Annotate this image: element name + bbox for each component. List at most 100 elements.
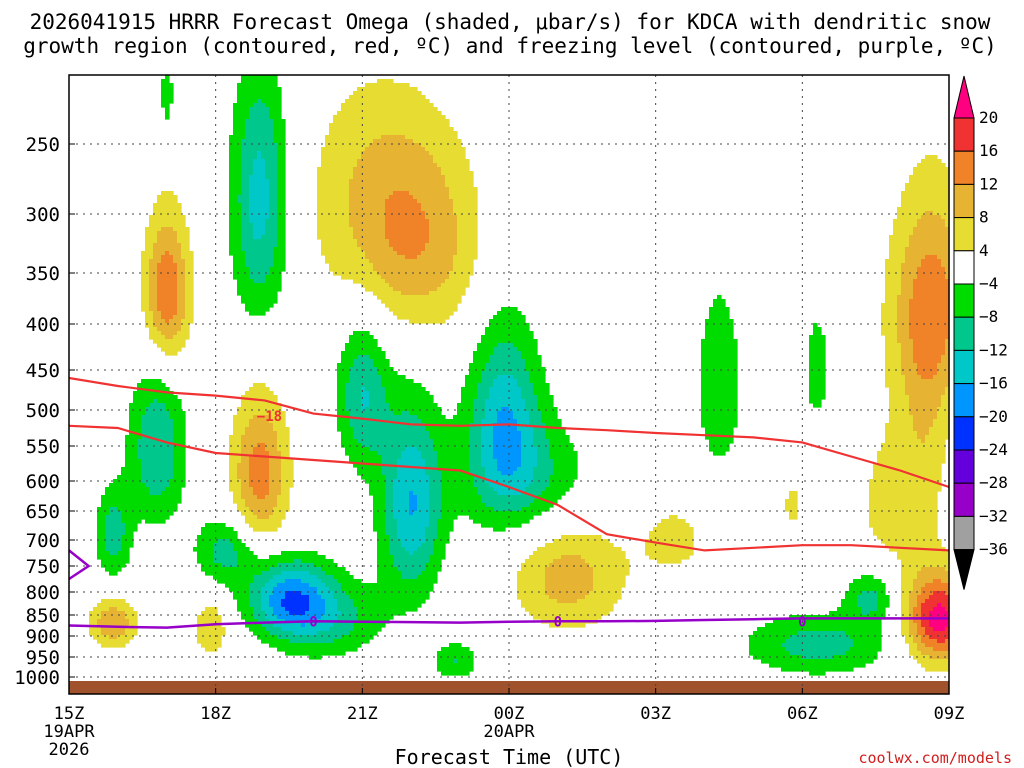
- omega-cell: [717, 319, 722, 324]
- omega-cell: [269, 207, 274, 212]
- omega-cell: [449, 167, 454, 172]
- omega-cell: [721, 383, 726, 388]
- omega-cell: [941, 219, 946, 224]
- omega-cell: [273, 267, 278, 272]
- omega-cell: [165, 283, 170, 288]
- omega-cell: [429, 135, 434, 140]
- omega-cell: [437, 179, 442, 184]
- omega-cell: [149, 283, 154, 288]
- omega-cell: [145, 395, 150, 400]
- omega-cell: [365, 183, 370, 188]
- omega-cell: [925, 363, 930, 368]
- omega-cell: [929, 315, 934, 320]
- omega-cell: [465, 207, 470, 212]
- omega-cell: [525, 343, 530, 348]
- omega-cell: [433, 275, 438, 280]
- omega-cell: [445, 147, 450, 152]
- omega-cell: [517, 319, 522, 324]
- omega-cell: [373, 147, 378, 152]
- omega-cell: [937, 259, 942, 264]
- omega-cell: [929, 363, 934, 368]
- omega-cell: [425, 179, 430, 184]
- omega-cell: [153, 247, 158, 252]
- omega-cell: [265, 131, 270, 136]
- omega-cell: [709, 327, 714, 332]
- omega-cell: [141, 383, 146, 388]
- omega-cell: [173, 247, 178, 252]
- omega-cell: [381, 251, 386, 256]
- omega-cell: [405, 115, 410, 120]
- omega-cell: [417, 267, 422, 272]
- omega-cell: [401, 215, 406, 220]
- omega-cell: [377, 231, 382, 236]
- omega-cell: [401, 267, 406, 272]
- omega-cell: [369, 335, 374, 340]
- omega-cell: [937, 159, 942, 164]
- omega-cell: [461, 235, 466, 240]
- omega-cell: [353, 175, 358, 180]
- omega-cell: [905, 275, 910, 280]
- omega-cell: [357, 279, 362, 284]
- omega-cell: [361, 183, 366, 188]
- omega-cell: [341, 103, 346, 108]
- omega-cell: [245, 123, 250, 128]
- omega-cell: [349, 211, 354, 216]
- omega-cell: [925, 227, 930, 232]
- omega-cell: [345, 259, 350, 264]
- omega-cell: [721, 323, 726, 328]
- omega-cell: [933, 319, 938, 324]
- omega-cell: [365, 191, 370, 196]
- omega-cell: [265, 303, 270, 308]
- omega-cell: [729, 351, 734, 356]
- omega-cell: [905, 243, 910, 248]
- omega-cell: [905, 291, 910, 296]
- omega-cell: [813, 359, 818, 364]
- omega-cell: [893, 399, 898, 404]
- omega-cell: [269, 135, 274, 140]
- omega-cell: [717, 363, 722, 368]
- omega-cell: [717, 359, 722, 364]
- omega-cell: [353, 91, 358, 96]
- omega-cell: [513, 343, 518, 348]
- omega-cell: [277, 175, 282, 180]
- omega-cell: [813, 383, 818, 388]
- omega-cell: [265, 159, 270, 164]
- omega-cell: [425, 103, 430, 108]
- omega-cell: [245, 159, 250, 164]
- omega-cell: [445, 123, 450, 128]
- omega-cell: [817, 363, 822, 368]
- omega-cell: [933, 227, 938, 232]
- omega-cell: [241, 167, 246, 172]
- omega-cell: [817, 387, 822, 392]
- omega-cell: [733, 339, 738, 344]
- omega-cell: [181, 255, 186, 260]
- omega-cell: [517, 331, 522, 336]
- omega-cell: [457, 239, 462, 244]
- omega-cell: [925, 351, 930, 356]
- omega-cell: [929, 391, 934, 396]
- omega-cell: [233, 207, 238, 212]
- omega-cell: [269, 111, 274, 116]
- omega-cell: [729, 371, 734, 376]
- omega-cell: [721, 367, 726, 372]
- omega-cell: [429, 155, 434, 160]
- omega-cell: [377, 359, 382, 364]
- omega-cell: [429, 167, 434, 172]
- omega-cell: [405, 87, 410, 92]
- omega-cell: [185, 323, 190, 328]
- omega-cell: [261, 111, 266, 116]
- omega-cell: [173, 351, 178, 356]
- omega-cell: [901, 239, 906, 244]
- omega-cell: [369, 387, 374, 392]
- omega-cell: [245, 255, 250, 260]
- omega-cell: [937, 383, 942, 388]
- omega-cell: [425, 175, 430, 180]
- omega-cell: [409, 215, 414, 220]
- omega-cell: [349, 247, 354, 252]
- omega-cell: [141, 391, 146, 396]
- omega-cell: [245, 107, 250, 112]
- omega-cell: [913, 223, 918, 228]
- omega-cell: [725, 387, 730, 392]
- omega-cell: [445, 175, 450, 180]
- omega-cell: [401, 239, 406, 244]
